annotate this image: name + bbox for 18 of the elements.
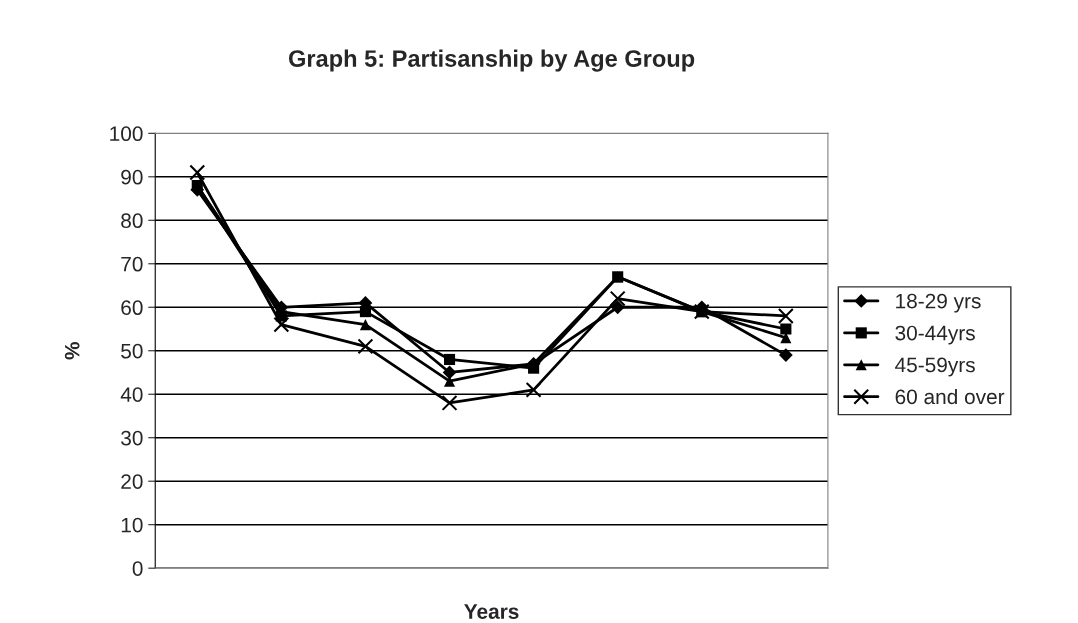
y-tick-label: 90 <box>121 169 143 185</box>
y-tick-label: 0 <box>132 561 143 576</box>
y-tick-label: 30 <box>121 430 143 446</box>
y-tick-label: 10 <box>121 517 143 533</box>
y-tick-label: 40 <box>120 387 143 402</box>
x-axis-title: Years <box>464 604 519 619</box>
y-tick-label: 70 <box>121 256 143 272</box>
y-tick-label: 60 <box>121 300 143 316</box>
y-tick-label: 20 <box>121 474 143 489</box>
y-tick-label: 100 <box>110 126 143 142</box>
chart-title: Graph 5: Partisanship by Age Group <box>288 49 695 72</box>
y-axis-title: % <box>64 342 80 360</box>
y-tick-label: 80 <box>121 213 143 229</box>
legend-label: 45-59yrs <box>895 357 975 377</box>
legend-label: 60 and over <box>895 388 1005 405</box>
y-tick-label: 50 <box>121 343 143 359</box>
legend-label: 18-29 yrs <box>896 293 981 313</box>
legend-label: 30-44yrs <box>895 325 975 345</box>
